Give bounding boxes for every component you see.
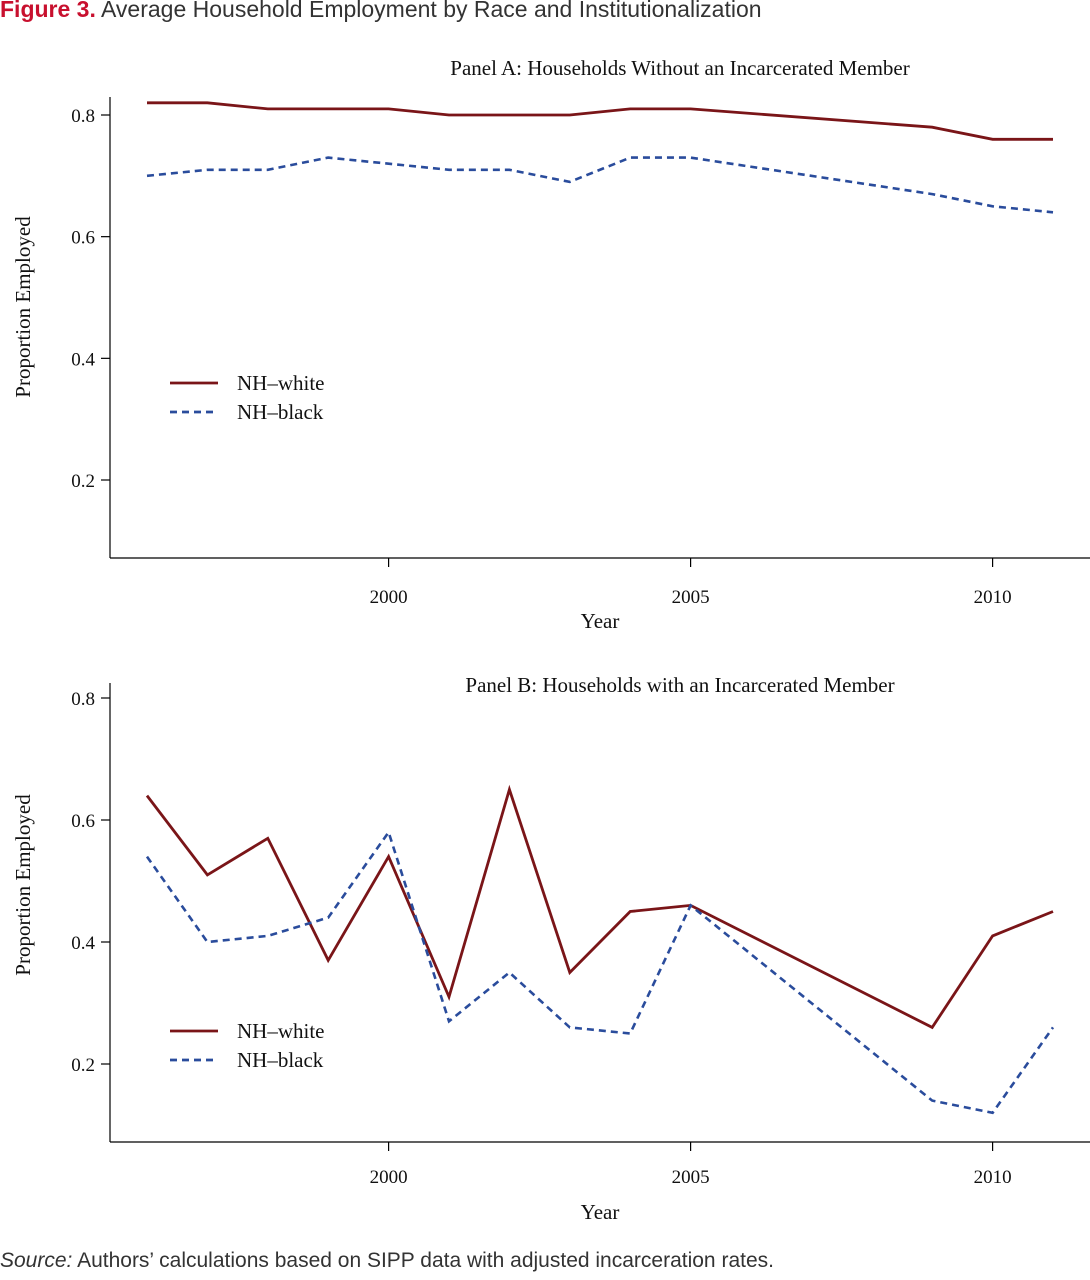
source-text: Authors’ calculations based on SIPP data… — [77, 1249, 774, 1272]
figure-title: Figure 3. Average Household Employment b… — [0, 0, 762, 23]
panel-a-x-axis-title: Year — [581, 609, 620, 633]
panel-b-x-tick-label: 2005 — [672, 1167, 710, 1188]
panel-a-x-tick-label: 2010 — [974, 587, 1012, 608]
panel-b-title: Panel B: Households with an Incarcerated… — [465, 673, 894, 697]
panel-a-y-tick-label: 0.6 — [71, 228, 95, 249]
panel-b-x-tick-label: 2010 — [974, 1167, 1012, 1188]
panel-a-y-axis-title: Proportion Employed — [11, 216, 35, 398]
panel-a-series-nh-white-line — [147, 101, 1053, 141]
panel-a-legend-label: NH–white — [237, 371, 325, 395]
panel-b-y-axis-title: Proportion Employed — [11, 794, 35, 976]
panel-b-x-axis-title: Year — [581, 1200, 620, 1224]
figure-title-text: Average Household Employment by Race and… — [100, 0, 762, 22]
panel-b-series-nh-black-line — [145, 829, 1055, 1115]
figure-chart: Panel A: Households Without an Incarcera… — [11, 56, 1090, 1224]
figure-label: Figure 3. — [0, 0, 96, 22]
panel-b-legend-label: NH–black — [237, 1048, 324, 1072]
panel-a: Panel A: Households Without an Incarcera… — [11, 56, 1090, 633]
panel-b-legend: NH–white NH–black — [170, 1019, 325, 1072]
panel-b-y-tick-label: 0.2 — [71, 1055, 95, 1076]
panel-b: Panel B: Households with an Incarcerated… — [11, 673, 1090, 1224]
panel-b-legend-label: NH–white — [237, 1019, 325, 1043]
panel-a-x-tick-label: 2000 — [370, 587, 408, 608]
panel-a-y-tick-label: 0.2 — [71, 471, 95, 492]
source-label: Source: — [0, 1249, 73, 1272]
panel-a-x-tick-label: 2005 — [672, 587, 710, 608]
panel-a-title: Panel A: Households Without an Incarcera… — [450, 56, 909, 80]
panel-b-y-tick-label: 0.6 — [71, 811, 95, 832]
panel-b-x-tick-label: 2000 — [370, 1167, 408, 1188]
panel-b-y-tick-label: 0.8 — [71, 689, 95, 710]
panel-a-series-nh-black-line — [146, 156, 1054, 214]
panel-b-y-tick-label: 0.4 — [71, 933, 95, 954]
panel-a-legend-label: NH–black — [237, 400, 324, 424]
panel-a-legend: NH–white NH–black — [170, 371, 325, 424]
panel-a-y-tick-label: 0.4 — [71, 349, 95, 370]
panel-a-y-tick-label: 0.8 — [71, 106, 95, 127]
source-note: Source: Authors’ calculations based on S… — [0, 1249, 774, 1273]
panel-b-series-nh-white-line — [145, 784, 1054, 1030]
